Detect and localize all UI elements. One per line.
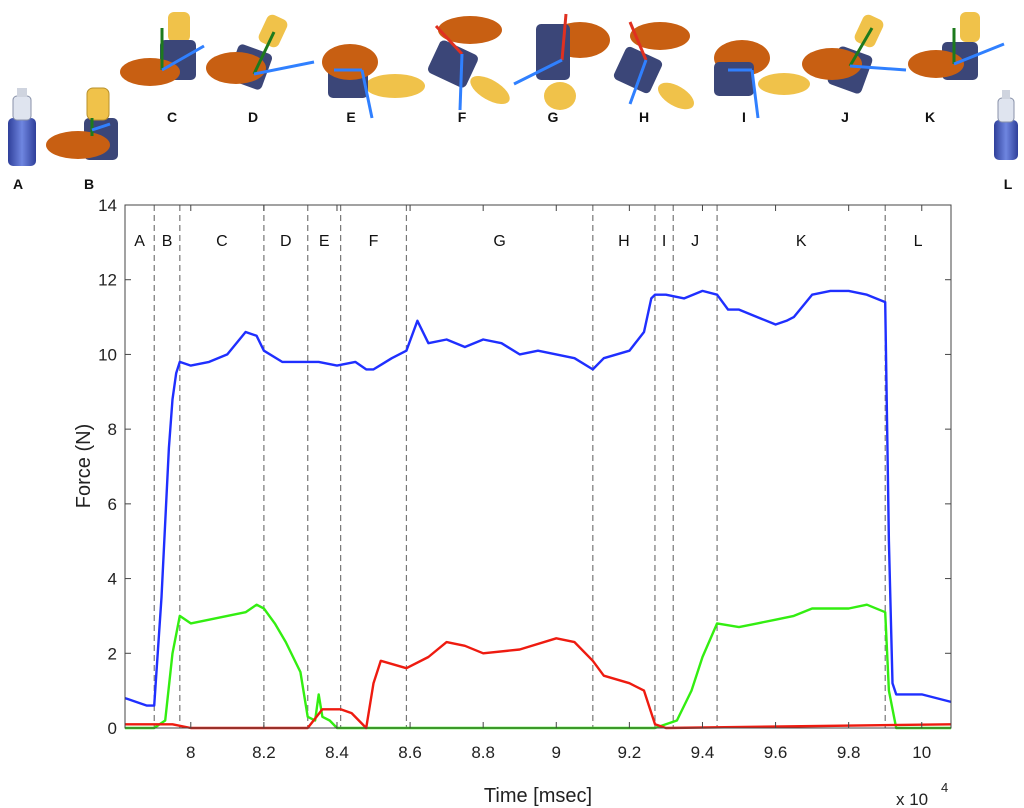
x-tick-label: 8.2 — [252, 743, 276, 762]
y-tick-label: 4 — [108, 570, 117, 589]
pose-label-d: D — [248, 109, 258, 125]
pose-f-hand-illustration — [428, 16, 510, 111]
segment-label-k: K — [796, 233, 807, 250]
series-line-2 — [125, 603, 951, 730]
series-line-1 — [124, 289, 952, 707]
pose-label-a: A — [13, 176, 23, 192]
x-axis-multiplier: x 10 4 — [896, 780, 948, 808]
pose-label-h: H — [639, 109, 649, 125]
x-axis-label: Time [msec] — [484, 785, 592, 807]
pose-label-k: K — [925, 109, 935, 125]
pose-a-bottle-illustration — [8, 88, 36, 166]
x-tick-label: 8.4 — [325, 743, 349, 762]
pose-label-f: F — [458, 109, 467, 125]
y-tick-label: 10 — [98, 345, 117, 364]
x-tick-label: 9.8 — [837, 743, 861, 762]
y-tick-label: 8 — [108, 420, 117, 439]
x-tick-label: 9 — [552, 743, 561, 762]
segment-label-e: E — [319, 233, 330, 250]
y-tick-label: 2 — [108, 644, 117, 663]
segment-label-c: C — [216, 233, 228, 250]
pose-l-bottle-illustration — [994, 90, 1018, 160]
pose-c-hand-illustration — [120, 12, 205, 86]
pose-label-j: J — [841, 109, 849, 125]
axis-ticks: 8 8.2 8.4 8.6 8.8 9 9.2 9.4 9.6 9.8 10 0 2 4 6 8 10 12 14 — [98, 196, 951, 762]
segment-label-l: L — [914, 233, 923, 250]
y-tick-label: 12 — [98, 271, 117, 290]
y-tick-label: 14 — [98, 196, 117, 215]
y-axis-label: Force (N) — [73, 424, 95, 508]
segment-boundaries — [153, 205, 886, 728]
x-tick-label: 10 — [912, 743, 931, 762]
plot-frame — [124, 204, 952, 729]
pose-k-hand-illustration — [908, 12, 1005, 80]
x-tick-label: 8 — [186, 743, 195, 762]
pose-label-i: I — [742, 109, 746, 125]
pose-b-hand-illustration — [46, 87, 118, 160]
segment-label-b: B — [162, 233, 173, 250]
segment-label-g: G — [493, 233, 505, 250]
pose-j-hand-illustration — [802, 14, 907, 94]
x-tick-label: 9.2 — [618, 743, 642, 762]
x-tick-label: 9.4 — [691, 743, 715, 762]
pose-g-hand-illustration — [513, 13, 610, 110]
segment-label-j: J — [691, 233, 699, 250]
pose-label-b: B — [84, 176, 94, 192]
force-series — [124, 289, 952, 730]
pose-e-hand-illustration — [322, 44, 425, 119]
y-tick-label: 0 — [108, 719, 117, 738]
segment-label-f: F — [369, 233, 379, 250]
pose-h-hand-illustration — [613, 21, 695, 110]
segment-label-i: I — [662, 233, 666, 250]
segment-label-d: D — [280, 233, 292, 250]
pose-label-e: E — [346, 109, 355, 125]
x-tick-label: 9.6 — [764, 743, 788, 762]
pose-i-hand-illustration — [714, 40, 810, 119]
x-axis-multiplier-base: x 10 — [896, 790, 928, 808]
x-axis-multiplier-exponent: 4 — [941, 780, 948, 795]
segment-label-h: H — [618, 233, 630, 250]
pose-label-c: C — [167, 109, 177, 125]
x-tick-label: 8.6 — [398, 743, 422, 762]
segment-label-a: A — [134, 233, 145, 250]
y-tick-label: 6 — [108, 495, 117, 514]
pose-label-g: G — [548, 109, 559, 125]
pose-illustrations: A B C D E F G H I J K L — [8, 12, 1018, 192]
x-tick-label: 8.8 — [471, 743, 495, 762]
series-line-3 — [125, 637, 952, 730]
pose-label-l: L — [1004, 176, 1013, 192]
pose-d-hand-illustration — [206, 14, 315, 90]
